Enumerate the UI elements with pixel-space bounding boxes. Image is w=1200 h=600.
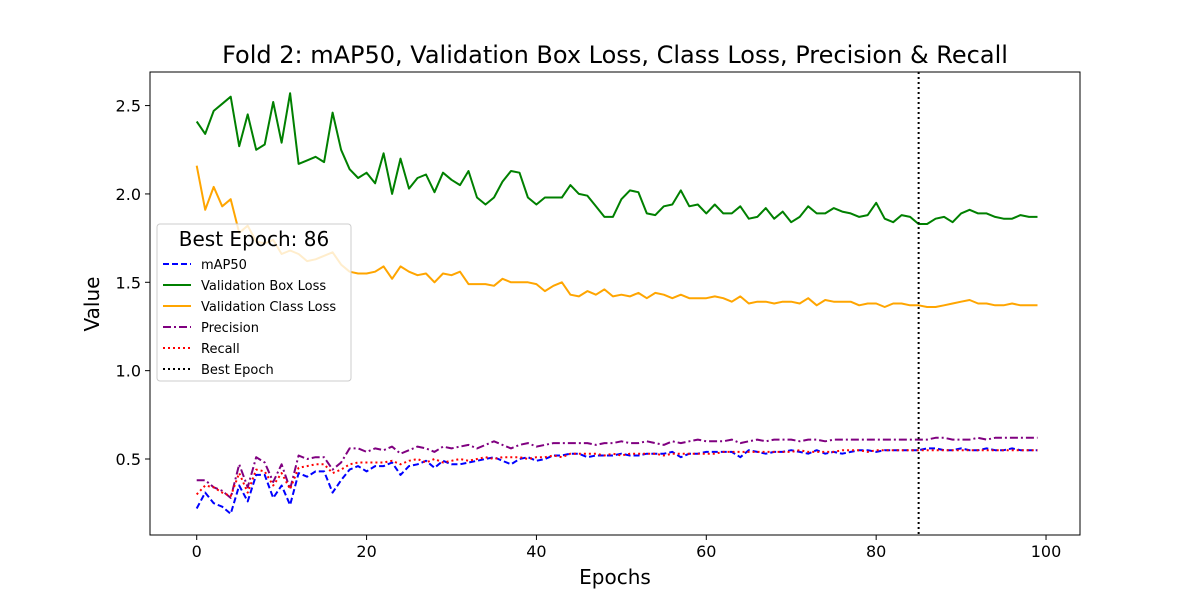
x-tick-label: 20	[356, 542, 376, 561]
legend: Best Epoch: 86 mAP50 Validation Box Loss V…	[156, 223, 352, 382]
legend-entry-label: Validation Box Loss	[201, 279, 326, 294]
legend-box	[156, 223, 352, 382]
y-tick-label: 1.0	[116, 362, 141, 381]
y-tick-label: 2.5	[116, 97, 141, 116]
plot-frame	[149, 71, 1081, 536]
x-tick-label: 80	[866, 542, 886, 561]
y-tick-label: 1.5	[116, 273, 141, 292]
legend-entry-label: mAP50	[201, 258, 247, 273]
x-tick-label: 0	[192, 542, 202, 561]
series-line-precision	[196, 436, 1038, 499]
x-axis-label: Epochs	[579, 565, 651, 589]
x-tick-label: 40	[526, 542, 546, 561]
legend-entry-label: Precision	[201, 321, 259, 336]
series-line-validation-box-loss	[195, 92, 1038, 225]
y-tick-label: 0.5	[116, 450, 141, 469]
x-tick-label: 100	[1031, 542, 1062, 561]
legend-entry-label: Validation Class Loss	[201, 300, 336, 315]
y-tick-label: 2.0	[116, 185, 141, 204]
y-axis-ticks: 0.5 1.0 1.5 2.0 2.5	[116, 97, 150, 469]
chart-title: Fold 2: mAP50, Validation Box Loss, Clas…	[222, 41, 1008, 69]
x-axis-ticks: 0 20 40 60 80 100	[192, 535, 1062, 561]
legend-title: Best Epoch: 86	[179, 227, 329, 251]
legend-entries: mAP50 Validation Box Loss Validation Class…	[163, 258, 336, 378]
y-axis-label: Value	[80, 277, 104, 332]
legend-entry-label: Recall	[201, 342, 240, 357]
legend-entry-label: Best Epoch	[201, 363, 274, 378]
x-tick-label: 60	[696, 542, 716, 561]
series-line-recall	[195, 449, 1038, 498]
